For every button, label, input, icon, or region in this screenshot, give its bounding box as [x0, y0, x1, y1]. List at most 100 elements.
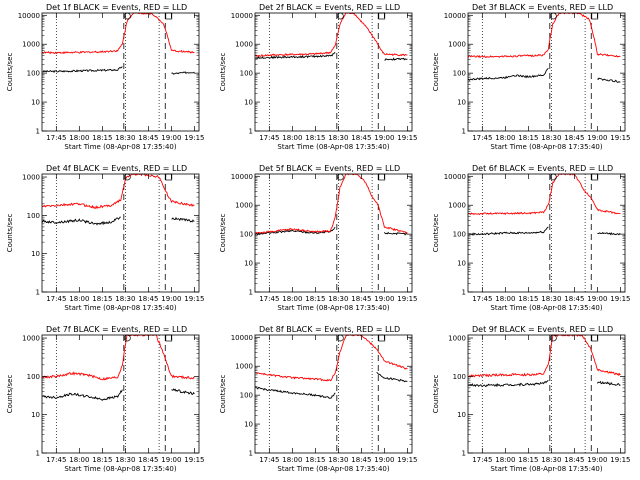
x-tick-label: 17:45 [46, 295, 66, 303]
y-tick-label: 10 [457, 260, 466, 268]
series-line-events [384, 231, 408, 236]
attenuator-marker-square [591, 12, 599, 20]
x-tick-label: 17:45 [472, 456, 492, 464]
x-tick-label: 18:30 [541, 295, 561, 303]
y-tick-label: 1 [36, 450, 40, 458]
x-tick-label: 18:00 [282, 295, 302, 303]
x-tick-label: 19:00 [587, 456, 607, 464]
y-tick-label: 1000 [448, 202, 466, 210]
x-tick-label: 19:15 [184, 456, 204, 464]
x-tick-label: 18:45 [351, 456, 371, 464]
y-tick-label: 100 [240, 231, 253, 239]
x-tick-label: 18:15 [92, 456, 112, 464]
series-line-events [255, 52, 336, 60]
x-tick-label: 17:45 [259, 134, 279, 142]
y-tick-label: 10000 [231, 334, 253, 342]
y-tick-label: 100 [27, 70, 40, 78]
plot-frame [254, 173, 413, 293]
x-tick-label: 19:00 [161, 456, 181, 464]
panel-4: Det 4f BLACK = Events, RED = LLD Counts/s… [6, 164, 204, 312]
x-tick-label: 19:15 [184, 295, 204, 303]
y-tick-label: 10000 [444, 173, 466, 181]
panel-6: Det 6f BLACK = Events, RED = LLD Counts/s… [432, 164, 630, 312]
panel-title: Det 5f BLACK = Events, RED = LLD [259, 164, 400, 173]
y-tick-label: 100 [240, 392, 253, 400]
y-tick-label: 10 [31, 250, 40, 258]
plot-frame [467, 12, 626, 132]
y-axis-label: Counts/sec [219, 214, 227, 253]
x-tick-label: 18:15 [518, 295, 538, 303]
x-axis-label: Start Time (08-Apr-08 17:35:40) [277, 465, 389, 473]
x-tick-label: 18:30 [328, 456, 348, 464]
x-axis-label: Start Time (08-Apr-08 17:35:40) [64, 304, 176, 312]
x-tick-label: 18:15 [92, 134, 112, 142]
attenuator-marker-square [165, 334, 173, 342]
y-tick-label: 1000 [22, 335, 40, 343]
series-line-events [171, 71, 195, 75]
attenuator-marker-square [378, 334, 386, 342]
y-tick-label: 1000 [22, 41, 40, 49]
x-tick-label: 18:00 [495, 134, 515, 142]
series-line-events [171, 216, 195, 223]
y-tick-label: 1000 [235, 41, 253, 49]
y-tick-label: 1000 [448, 335, 466, 343]
panel-8: Det 8f BLACK = Events, RED = LLD Counts/s… [219, 325, 417, 473]
y-axis-label: Counts/sec [219, 53, 227, 92]
series-line-events [42, 216, 121, 226]
panel-title: Det 3f BLACK = Events, RED = LLD [472, 3, 613, 12]
x-tick-label: 18:45 [564, 295, 584, 303]
panel-7: Det 7f BLACK = Events, RED = LLD Counts/s… [6, 325, 204, 473]
y-tick-label: 100 [27, 212, 40, 220]
y-axis-label: Counts/sec [6, 53, 14, 92]
attenuator-marker-square [378, 173, 386, 181]
x-tick-label: 19:15 [610, 134, 630, 142]
x-tick-label: 18:00 [69, 134, 89, 142]
x-tick-label: 17:45 [259, 295, 279, 303]
x-tick-label: 19:00 [587, 295, 607, 303]
panel-9: Det 9f BLACK = Events, RED = LLD Counts/s… [432, 325, 630, 473]
series-line-events [597, 380, 621, 387]
x-tick-label: 18:00 [282, 456, 302, 464]
y-axis-label: Counts/sec [432, 214, 440, 253]
x-tick-label: 18:15 [92, 295, 112, 303]
x-tick-label: 18:30 [328, 134, 348, 142]
x-tick-label: 19:15 [397, 456, 417, 464]
y-tick-label: 100 [240, 70, 253, 78]
x-tick-label: 18:45 [351, 134, 371, 142]
series-line-events [376, 371, 408, 383]
x-tick-label: 18:00 [495, 456, 515, 464]
panel-3: Det 3f BLACK = Events, RED = LLD Counts/s… [432, 3, 630, 151]
x-tick-label: 17:45 [46, 456, 66, 464]
attenuator-marker-square [165, 173, 173, 181]
series-line-events [597, 231, 621, 236]
y-tick-label: 10000 [231, 12, 253, 20]
panel-title: Det 9f BLACK = Events, RED = LLD [472, 325, 613, 334]
panel-2: Det 2f BLACK = Events, RED = LLD Counts/s… [219, 3, 417, 151]
x-axis-label: Start Time (08-Apr-08 17:35:40) [490, 304, 602, 312]
y-tick-label: 1000 [448, 41, 466, 49]
y-axis-label: Counts/sec [6, 214, 14, 253]
plot-frame [41, 334, 200, 454]
x-axis-label: Start Time (08-Apr-08 17:35:40) [64, 465, 176, 473]
panel-title: Det 4f BLACK = Events, RED = LLD [46, 164, 187, 173]
x-tick-label: 18:15 [518, 134, 538, 142]
x-tick-label: 19:00 [374, 456, 394, 464]
y-tick-label: 1000 [235, 363, 253, 371]
x-tick-label: 18:45 [138, 134, 158, 142]
x-tick-label: 18:45 [351, 295, 371, 303]
y-tick-label: 10000 [18, 12, 40, 20]
series-line-lld [255, 334, 408, 382]
panel-title: Det 1f BLACK = Events, RED = LLD [46, 3, 187, 12]
x-tick-label: 18:15 [305, 134, 325, 142]
x-tick-label: 18:45 [564, 134, 584, 142]
y-tick-label: 10 [457, 411, 466, 419]
series-line-events [42, 66, 123, 74]
x-tick-label: 19:00 [374, 295, 394, 303]
x-tick-label: 18:15 [305, 295, 325, 303]
plot-frame [467, 173, 626, 293]
attenuator-marker-square [378, 12, 386, 20]
series-line-events [171, 388, 195, 396]
y-tick-label: 10000 [231, 173, 253, 181]
y-tick-label: 1 [36, 128, 40, 136]
x-tick-label: 18:30 [541, 456, 561, 464]
